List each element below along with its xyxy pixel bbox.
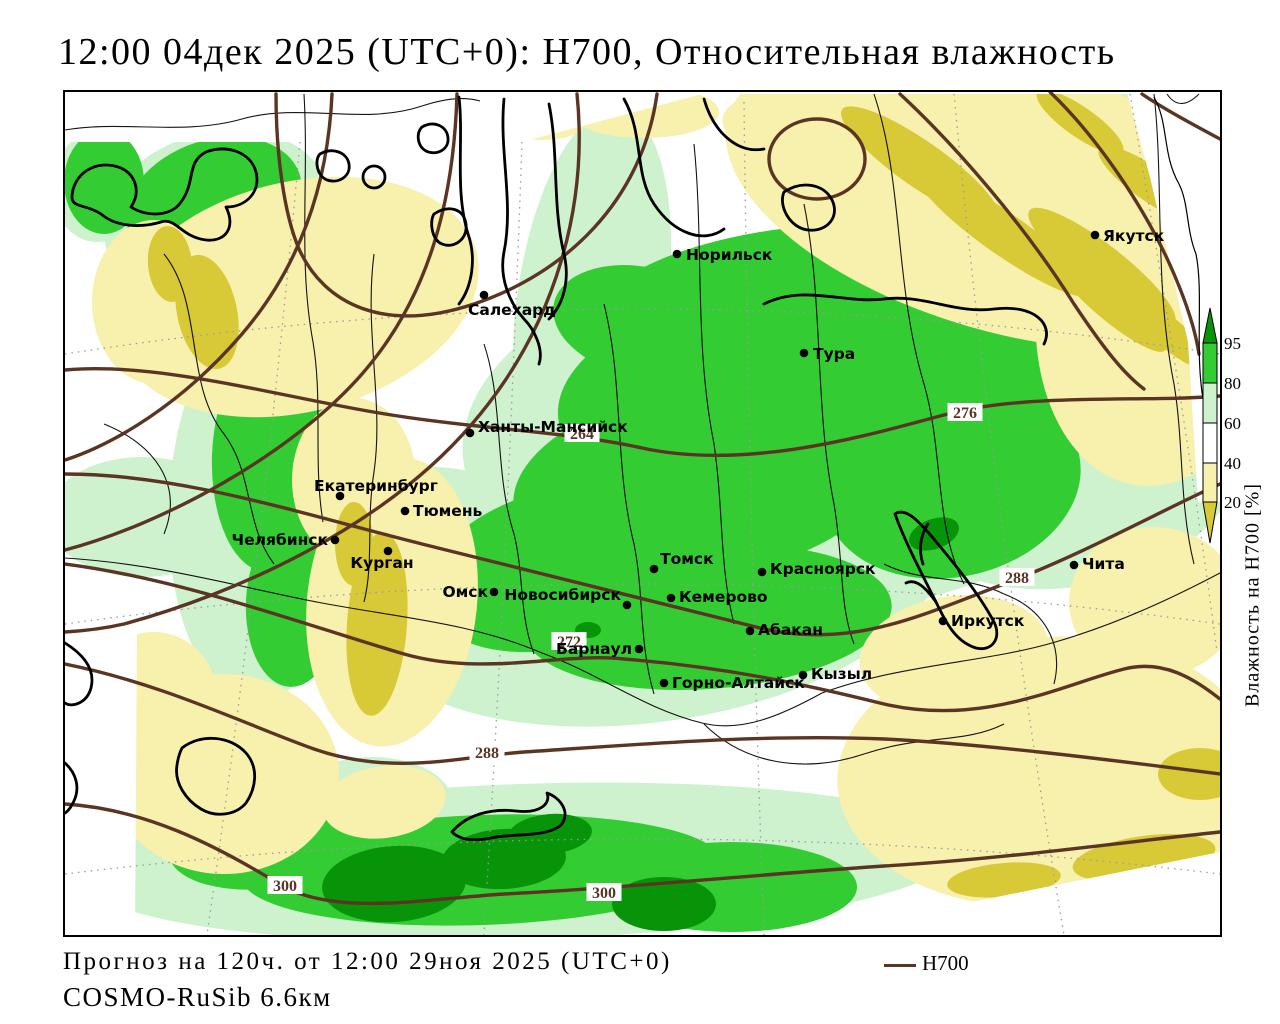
contour-value-label: 288 xyxy=(1005,570,1029,587)
city-label: Норильск xyxy=(686,246,773,264)
city-label: Тура xyxy=(813,345,855,363)
graticule xyxy=(65,93,1220,935)
city-label: Горно-Алтайск xyxy=(672,674,805,692)
contour-value-labels: 264 272 276 288 288 300 300 xyxy=(267,403,1035,902)
city-label: Иркутск xyxy=(951,612,1025,630)
city-dot xyxy=(479,290,489,300)
contour-value-label: 300 xyxy=(592,885,616,902)
city-dot xyxy=(659,678,669,688)
city-dot xyxy=(335,491,345,501)
city-label: Салехард xyxy=(468,301,556,319)
city-dot xyxy=(622,600,632,610)
admin-borders xyxy=(65,93,1220,765)
city-dot xyxy=(1090,230,1100,240)
city-label: Курган xyxy=(350,554,413,572)
city-dot xyxy=(465,428,475,438)
city-dot xyxy=(938,616,948,626)
colorbar-tick-label: 40 xyxy=(1224,454,1241,473)
city-dot xyxy=(798,670,808,680)
contour-label-bg xyxy=(267,876,303,894)
contour-label-bg xyxy=(469,743,505,761)
contour-value-label: 288 xyxy=(475,745,499,762)
colorbar-segment xyxy=(1202,462,1218,503)
colorbar-tick-label: 95 xyxy=(1224,334,1241,353)
colorbar-segment xyxy=(1202,342,1218,384)
model-caption: COSMO-RuSib 6.6км xyxy=(63,982,332,1012)
city-label: Красноярск xyxy=(770,560,876,578)
city-label: Ханты-Мансийск xyxy=(478,418,628,436)
city-label: Кемерово xyxy=(679,588,768,606)
city-label: Екатеринбург xyxy=(314,477,438,495)
contour-value-label: 276 xyxy=(953,405,977,422)
contour-label-bg xyxy=(551,632,587,650)
colorbar-segment xyxy=(1202,382,1218,424)
colorbar-tick-label: 20 xyxy=(1224,493,1241,512)
city-label: Новосибирск xyxy=(504,586,621,604)
city-label: Якутск xyxy=(1103,227,1165,245)
colorbar: 95 80 60 40 20 xyxy=(1202,307,1241,544)
legend-label: H700 xyxy=(922,951,969,975)
city-dot xyxy=(383,546,393,556)
colorbar-tick-label: 80 xyxy=(1224,374,1241,393)
coastlines xyxy=(65,95,1213,842)
city-label: Томск xyxy=(660,550,714,568)
colorbar-segment xyxy=(1202,422,1218,464)
city-dot xyxy=(489,587,499,597)
height-contours xyxy=(65,92,1220,906)
city-dot xyxy=(1069,560,1079,570)
contour-value-label: 264 xyxy=(570,426,594,443)
humidity-field xyxy=(65,92,1220,935)
map-frame: 264 272 276 288 288 300 300 Норильск Салехард Ту… xyxy=(63,90,1222,937)
colorbar-arrow-up xyxy=(1202,307,1218,344)
city-dot xyxy=(745,626,755,636)
h700-line-sample xyxy=(884,964,916,967)
contour-value-label: 300 xyxy=(273,878,297,895)
city-label: Челябинск xyxy=(232,531,329,549)
colorbar-arrow-down xyxy=(1202,501,1218,544)
contour-label-bg xyxy=(564,424,600,442)
city-dot xyxy=(330,535,340,545)
forecast-caption: Прогноз на 120ч. от 12:00 29ноя 2025 (UT… xyxy=(63,948,672,975)
city-label: Кызыл xyxy=(811,665,872,683)
city-dot xyxy=(634,644,644,654)
city-dot xyxy=(672,249,682,259)
cities: Норильск Салехард Тура Якутск Ханты-Мансийск… xyxy=(232,227,1165,692)
contour-label-bg xyxy=(947,403,983,421)
city-dot xyxy=(757,567,767,577)
city-label: Тюмень xyxy=(413,502,483,520)
contour-value-label: 272 xyxy=(557,634,581,651)
city-dot xyxy=(799,348,809,358)
domain-mask xyxy=(65,92,1220,935)
city-label: Омск xyxy=(442,583,488,601)
page-title: 12:00 04дек 2025 (UTC+0): H700, Относите… xyxy=(58,31,1116,73)
contour-label-bg xyxy=(586,883,622,901)
city-dot xyxy=(649,564,659,574)
city-label: Барнаул xyxy=(556,640,632,658)
contour-label-bg xyxy=(999,568,1035,586)
city-dot xyxy=(666,593,676,603)
colorbar-tick-label: 60 xyxy=(1224,414,1241,433)
city-dot xyxy=(400,506,410,516)
map-canvas: 264 272 276 288 288 300 300 Норильск Салехард Ту… xyxy=(65,92,1220,935)
city-label: Абакан xyxy=(758,621,823,639)
city-label: Чита xyxy=(1082,555,1125,573)
